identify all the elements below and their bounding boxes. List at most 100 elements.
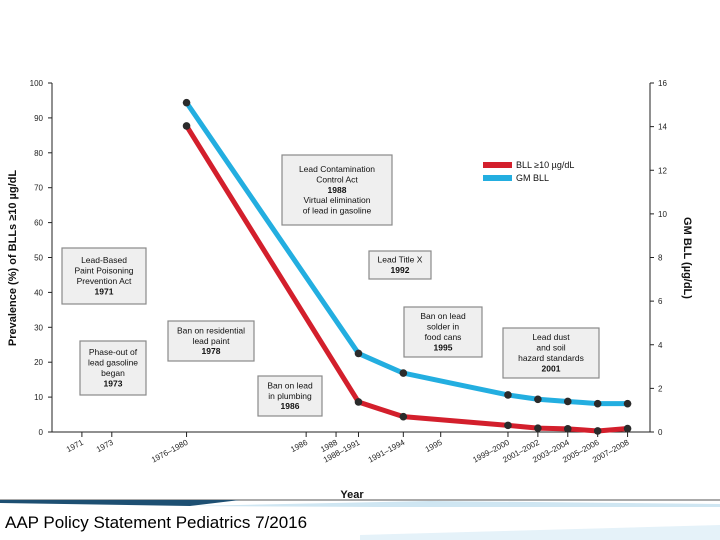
gm-data-point <box>399 369 408 377</box>
gm-data-point <box>182 98 191 107</box>
annotation-year: 1988 <box>328 185 347 195</box>
legend-label: GM BLL <box>516 173 549 183</box>
x-tick-label: 1995 <box>424 438 444 455</box>
left-axis-title: Prevalence (%) of BLLs ≥10 µg/dL <box>7 170 19 346</box>
data-series <box>182 98 632 435</box>
right-tick-label: 6 <box>658 297 663 306</box>
x-tick-label: 1971 <box>65 438 85 455</box>
left-tick-label: 50 <box>34 254 43 263</box>
x-tick-label: 1973 <box>95 438 115 455</box>
annotation-line: began <box>101 368 125 378</box>
footer-citation: AAP Policy Statement Pediatrics 7/2016 <box>5 513 308 532</box>
right-tick-label: 2 <box>658 384 663 393</box>
annotation-frame <box>502 327 600 379</box>
chart-legend: BLL ≥10 µg/dL GM BLL <box>483 160 574 183</box>
bll-data-point <box>399 412 408 421</box>
annotation-line: food cans <box>425 332 462 342</box>
annotation-year: 1995 <box>434 342 453 352</box>
annotation-year: 1973 <box>104 378 123 388</box>
gm-data-point <box>563 397 572 406</box>
right-tick-label: 10 <box>658 210 667 219</box>
right-tick-label: 4 <box>658 341 663 350</box>
annotation-frame <box>257 375 323 417</box>
bll-data-point <box>563 425 572 433</box>
right-tick-label: 14 <box>658 123 667 132</box>
left-tick-label: 80 <box>34 149 43 158</box>
left-axis-ticks: 0 10 20 30 40 50 60 70 80 90 100 <box>30 79 52 437</box>
gm-data-point <box>534 395 542 404</box>
annotation-line: Lead Title X <box>378 255 423 265</box>
right-tick-label: 0 <box>658 428 663 437</box>
annotation-line: of lead in gasoline <box>303 206 372 216</box>
left-tick-label: 20 <box>34 358 43 367</box>
annotation-line: Virtual elimination <box>304 195 371 205</box>
left-tick-label: 90 <box>34 114 43 123</box>
annotation-frame <box>368 250 432 280</box>
x-tick-label: 1986 <box>289 438 309 455</box>
left-tick-label: 30 <box>34 323 43 332</box>
annotation-line: hazard standards <box>518 353 584 363</box>
annotation-line: and soil <box>536 343 565 353</box>
annotation-year: 1992 <box>391 265 410 275</box>
annotation-line: Paint Poisoning <box>74 266 133 276</box>
annotation-line: lead paint <box>193 336 231 346</box>
right-tick-label: 16 <box>658 79 667 88</box>
bll-data-point <box>354 398 363 406</box>
right-axis-ticks: 0 2 4 6 8 10 12 14 16 <box>650 79 667 437</box>
gm-data-point <box>623 399 632 408</box>
annotation-frame <box>167 320 255 362</box>
bll-data-point <box>504 421 512 430</box>
annotation-line: solder in <box>427 322 459 332</box>
annotation-line: Prevention Act <box>77 276 132 286</box>
annotation-frame <box>403 306 483 358</box>
annotation-year: 1971 <box>95 286 114 296</box>
left-tick-label: 10 <box>34 393 43 402</box>
annotation-line: Ban on lead <box>267 380 313 390</box>
annotation-year: 1986 <box>281 401 300 411</box>
left-tick-label: 70 <box>34 184 43 193</box>
annotation-line: Ban on residential <box>177 325 245 335</box>
annotation-frame <box>61 247 147 305</box>
left-tick-label: 100 <box>30 79 44 88</box>
annotation-line: in plumbing <box>268 391 312 401</box>
annotation-line: Lead Contamination <box>299 164 375 174</box>
right-axis-title: GM BLL (µg/dL) <box>681 217 693 299</box>
x-tick-label: 1976–1980 <box>150 438 190 465</box>
bll-data-point <box>534 424 542 432</box>
legend-label: BLL ≥10 µg/dL <box>516 160 574 170</box>
x-axis-title: Year <box>340 489 364 501</box>
annotation-line: Lead-Based <box>81 255 127 265</box>
annotation-line: Phase-out of <box>89 347 138 357</box>
annotation-frame <box>79 340 147 396</box>
left-tick-label: 40 <box>34 288 43 297</box>
annotation-year: 2001 <box>542 363 561 373</box>
right-tick-label: 8 <box>658 254 663 263</box>
gm-data-point <box>593 399 602 408</box>
bll-data-point <box>623 424 632 433</box>
bll-data-point <box>182 122 191 130</box>
annotation-frame <box>281 154 393 226</box>
right-tick-label: 12 <box>658 166 667 175</box>
bll-data-point <box>593 427 602 435</box>
annotation-line: lead gasoline <box>88 358 138 368</box>
gm-data-point <box>354 349 363 358</box>
annotation-line: Ban on lead <box>420 311 466 321</box>
left-tick-label: 0 <box>39 428 44 437</box>
annotation-year: 1978 <box>202 346 221 356</box>
annotation-line: Lead dust <box>532 332 570 342</box>
footer-decoration <box>0 499 720 540</box>
left-tick-label: 60 <box>34 219 43 228</box>
gm-data-point <box>504 391 512 399</box>
annotation-line: Control Act <box>316 174 358 184</box>
